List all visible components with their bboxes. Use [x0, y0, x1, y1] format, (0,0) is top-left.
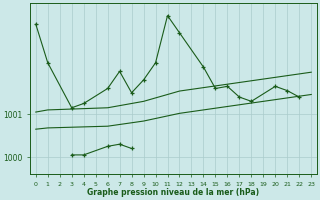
- X-axis label: Graphe pression niveau de la mer (hPa): Graphe pression niveau de la mer (hPa): [87, 188, 260, 197]
